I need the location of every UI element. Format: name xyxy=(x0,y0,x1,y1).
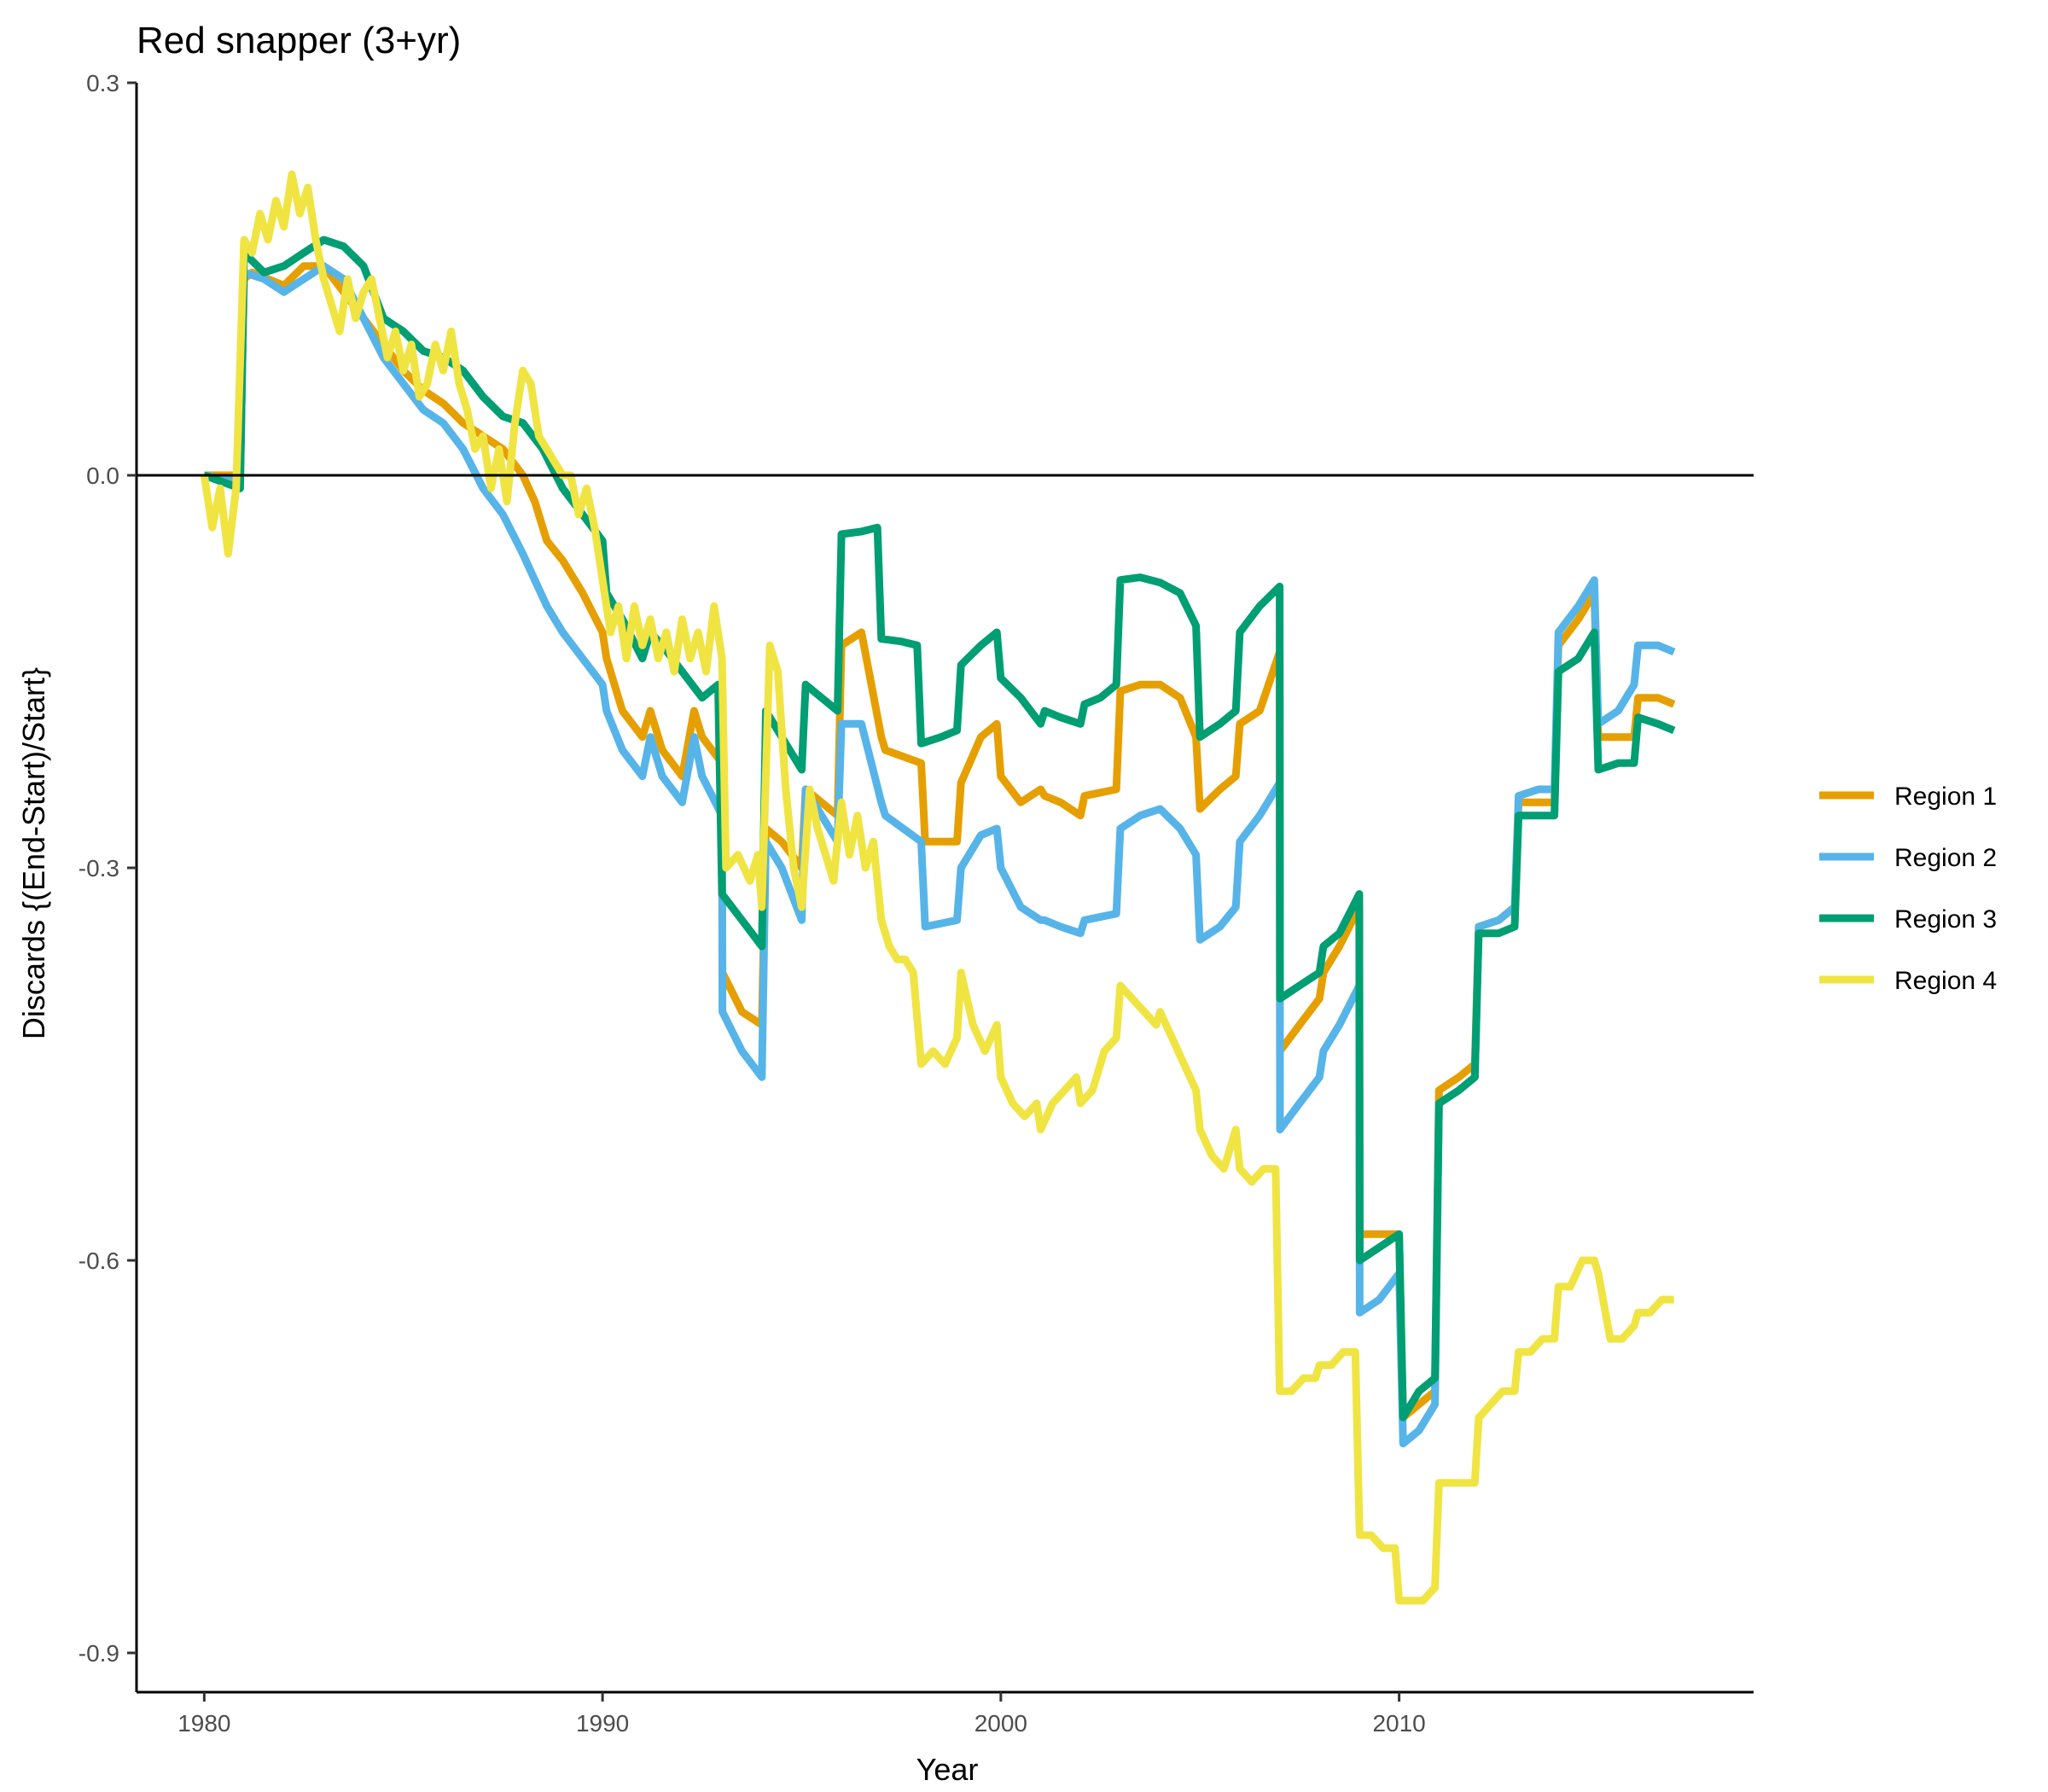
legend-label-region-4: Region 4 xyxy=(1894,967,1997,995)
y-axis-title: Discards {(End-Start)/Start} xyxy=(16,667,51,1039)
y-tick-label: 0.0 xyxy=(86,463,119,489)
series-line-region-1 xyxy=(204,262,1676,1422)
x-axis-title: Year xyxy=(916,1752,979,1787)
legend-label-region-2: Region 2 xyxy=(1894,844,1997,872)
y-tick-label: -0.9 xyxy=(79,1640,119,1667)
series-line-region-4 xyxy=(200,170,1674,1605)
y-tick-label: -0.3 xyxy=(79,855,119,881)
legend: Region 1 Region 2 Region 3 Region 4 xyxy=(1819,783,1997,995)
y-axis-ticks: 0.3 0.0 -0.3 -0.6 -0.9 xyxy=(79,70,137,1667)
legend-label-region-3: Region 3 xyxy=(1894,905,1997,934)
series-line-region-3 xyxy=(202,236,1676,1422)
x-axis-ticks: 1980 1990 2000 2010 xyxy=(177,1692,1426,1737)
x-tick-label: 2010 xyxy=(1372,1710,1425,1737)
x-tick-label: 1980 xyxy=(177,1710,230,1737)
y-tick-label: -0.6 xyxy=(79,1248,119,1274)
plot-series-group xyxy=(200,170,1676,1605)
legend-label-region-1: Region 1 xyxy=(1894,783,1997,811)
x-tick-label: 2000 xyxy=(975,1710,1027,1737)
chart-title: Red snapper (3+yr) xyxy=(137,20,461,61)
x-tick-label: 1990 xyxy=(576,1710,629,1737)
y-tick-label: 0.3 xyxy=(86,70,119,96)
series-line-region-2 xyxy=(203,262,1676,1448)
